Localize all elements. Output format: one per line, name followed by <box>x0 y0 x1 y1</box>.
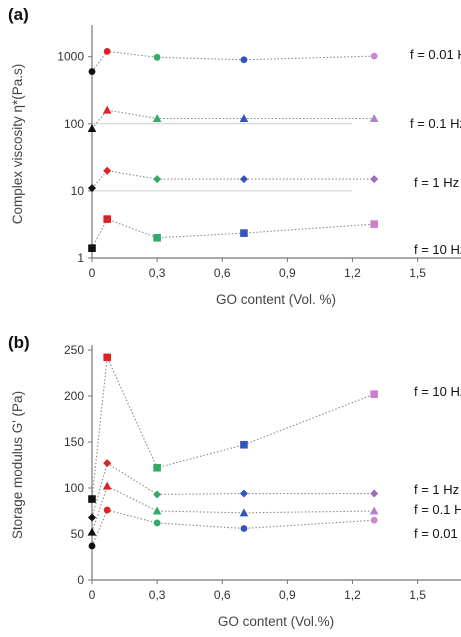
x-tick-label: 0 <box>89 588 96 602</box>
x-tick-label: 0 <box>89 266 96 280</box>
data-point <box>87 124 97 133</box>
data-point <box>240 525 248 532</box>
data-point <box>370 489 379 498</box>
series-line <box>91 218 375 249</box>
data-point <box>103 506 111 514</box>
data-point <box>369 506 379 515</box>
data-point <box>153 519 161 527</box>
x-axis-title: GO content (Vol.%) <box>218 614 334 629</box>
series-label: f = 10 Hz <box>414 384 461 399</box>
data-point <box>88 542 96 550</box>
series-label: f = 1 Hz <box>414 175 459 190</box>
chart-panel-b: 0 0,3 0,6 0,9 1,2 1,5 0 50 100 150 200 250 GO conten… <box>10 343 461 629</box>
x-tick-label: 1,5 <box>409 266 426 280</box>
data-point <box>153 234 161 242</box>
panel-label-a: (a) <box>8 5 29 24</box>
series-label: f = 0.01 Hz <box>410 47 461 62</box>
data-point <box>152 506 162 515</box>
series-label: f = 0.1 Hz <box>410 116 461 131</box>
data-point <box>370 390 378 398</box>
data-point <box>240 229 248 237</box>
series-line <box>91 50 375 72</box>
x-tick-label: 1,5 <box>409 588 426 602</box>
data-point <box>152 113 162 122</box>
data-point <box>88 513 96 522</box>
x-tick-label: 1,2 <box>344 266 361 280</box>
y-tick-label: 100 <box>64 117 84 131</box>
data-point <box>239 489 248 498</box>
data-point <box>87 527 97 536</box>
data-point <box>370 175 379 184</box>
data-point <box>240 440 248 449</box>
series-label: f = 1 Hz <box>414 482 459 497</box>
data-point <box>370 516 378 524</box>
series-line <box>91 462 375 518</box>
data-point <box>102 481 112 490</box>
x-tick-label: 0,6 <box>214 266 231 280</box>
series-label: f = 0.01 Hz <box>414 526 461 541</box>
data-point <box>102 105 112 114</box>
data-point <box>153 463 161 472</box>
panel-label-b: (b) <box>8 333 30 352</box>
data-point <box>88 244 96 252</box>
x-tick-label: 0,9 <box>279 588 296 602</box>
chart-panel-a: 0 0,3 0,6 0,9 1,2 1,5 1 10 100 1000 GO content (Vo… <box>10 25 461 307</box>
y-tick-label: 200 <box>64 389 84 403</box>
data-point <box>240 56 248 64</box>
data-point <box>88 495 96 503</box>
data-point <box>88 68 96 75</box>
data-point <box>239 175 248 184</box>
data-point <box>153 175 162 184</box>
x-tick-label: 0,3 <box>149 266 166 280</box>
series-line <box>91 109 375 129</box>
data-point <box>103 215 111 223</box>
x-tick-label: 0,9 <box>279 266 296 280</box>
x-tick-label: 0,3 <box>149 588 166 602</box>
y-tick-label: 100 <box>64 481 84 495</box>
y-tick-label: 1000 <box>57 50 84 64</box>
y-tick-label: 50 <box>71 527 85 541</box>
data-point <box>103 353 111 362</box>
y-tick-label: 150 <box>64 435 84 449</box>
data-point <box>370 220 378 228</box>
series-line <box>91 170 375 189</box>
x-axis-title: GO content (Vol. %) <box>216 292 336 307</box>
data-point <box>239 508 249 517</box>
data-point <box>369 113 379 122</box>
data-point <box>103 166 112 175</box>
data-point <box>103 459 112 468</box>
data-point <box>153 490 162 499</box>
data-point <box>103 47 111 55</box>
y-tick-label: 10 <box>71 184 85 198</box>
y-tick-label: 0 <box>77 573 84 587</box>
series-line <box>91 355 375 500</box>
y-axis-title: Storage modulus G' (Pa) <box>10 391 25 539</box>
y-axis-title: Complex viscosity η*(Pa.s) <box>10 64 25 225</box>
series-line <box>91 485 375 533</box>
data-point <box>239 113 249 122</box>
series-label: f = 10 Hz <box>414 242 461 257</box>
data-point <box>88 184 96 193</box>
data-point <box>153 53 161 61</box>
series-label: f = 0.1 Hz <box>414 502 461 517</box>
x-tick-label: 1,2 <box>344 588 361 602</box>
y-tick-label: 250 <box>64 343 84 357</box>
x-tick-label: 0,6 <box>214 588 231 602</box>
data-point <box>370 52 378 60</box>
y-tick-label: 1 <box>77 251 84 265</box>
series-line <box>91 509 375 547</box>
